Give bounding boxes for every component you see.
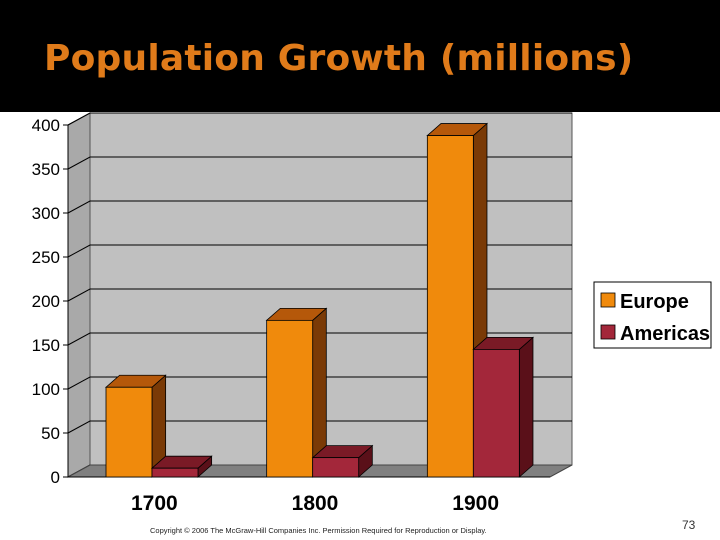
gridline — [67, 376, 572, 390]
legend-swatch-europe — [600, 292, 616, 308]
legend-label-europe: Europe — [620, 291, 689, 313]
legend-label-americas: Americas — [620, 323, 710, 345]
y-tick-label: 150 — [32, 336, 60, 355]
y-tick-label: 350 — [32, 160, 60, 179]
bar-front-face — [472, 348, 520, 478]
bar-front-face — [426, 135, 474, 478]
y-tick-label: 0 — [51, 468, 60, 487]
y-tick-label: 300 — [32, 204, 60, 223]
bar-americas-1900 — [472, 336, 535, 478]
legend-swatch-americas — [600, 324, 616, 340]
gridline — [67, 112, 572, 126]
bar-europe-1800 — [265, 307, 328, 478]
gridline — [67, 420, 572, 434]
gridline — [67, 200, 572, 214]
legend: Europe Americas — [593, 281, 712, 349]
y-tick-label: 200 — [32, 292, 60, 311]
bar-europe-1700 — [104, 374, 167, 478]
gridline — [67, 244, 572, 258]
x-category-label: 1700 — [131, 492, 178, 515]
copyright-notice: Copyright © 2006 The McGraw-Hill Compani… — [150, 526, 487, 535]
bar-side-face — [518, 336, 534, 478]
bar-front-face — [312, 457, 360, 478]
y-tick-label: 50 — [41, 424, 60, 443]
bar-front-face — [266, 319, 314, 478]
gridline — [67, 332, 572, 346]
bar-front-face — [105, 386, 153, 478]
slide-title: Population Growth (millions) — [44, 38, 634, 79]
y-tick-label: 100 — [32, 380, 60, 399]
gridline — [67, 156, 572, 170]
bar-americas-1800 — [311, 444, 374, 478]
title-bar — [0, 0, 720, 112]
y-tick-label: 400 — [32, 116, 60, 135]
bar-front-face — [151, 467, 199, 478]
x-category-label: 1800 — [292, 492, 339, 515]
bar-americas-1700 — [150, 455, 213, 478]
x-category-label: 1900 — [452, 492, 499, 515]
y-tick-label: 250 — [32, 248, 60, 267]
gridline — [67, 288, 572, 302]
slide-number: 73 — [682, 518, 696, 532]
